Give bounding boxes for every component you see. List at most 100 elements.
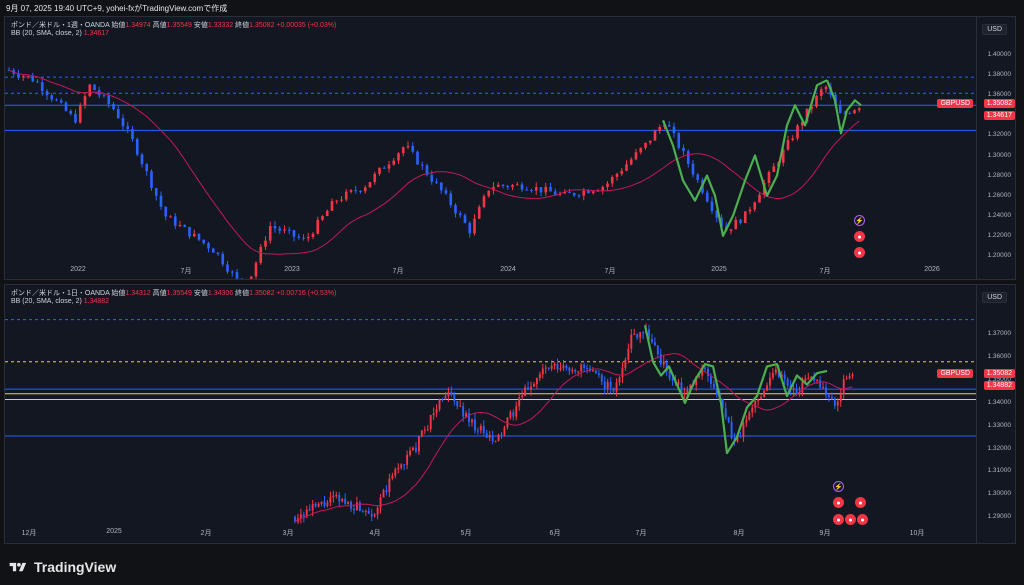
candle-body bbox=[511, 185, 514, 188]
candle-body bbox=[341, 498, 344, 502]
candle-body bbox=[397, 153, 400, 161]
x-tick-label: 7月 bbox=[819, 268, 831, 275]
y-tick-label: 1.40000 bbox=[987, 51, 1012, 59]
candle-body bbox=[500, 434, 503, 436]
candle-body bbox=[83, 96, 87, 105]
candle-body bbox=[126, 126, 130, 129]
candle-body bbox=[349, 190, 353, 192]
chart-title: 9月 07, 2025 19:40 UTC+9, yohei-fxがTradin… bbox=[6, 4, 228, 13]
candle-body bbox=[748, 412, 751, 420]
candle-body bbox=[74, 113, 77, 123]
candle-body bbox=[729, 229, 733, 231]
weekly-chart-panel[interactable]: ポンド／米ドル・1週・OANDA 始値1.34974 高値1.35549 安値1… bbox=[4, 16, 1016, 280]
candle-body bbox=[533, 384, 535, 387]
candle-body bbox=[544, 186, 548, 193]
candle-body bbox=[17, 74, 20, 78]
event-flag-icon[interactable]: ● bbox=[833, 497, 844, 508]
candle-body bbox=[807, 378, 810, 380]
candle-body bbox=[417, 436, 420, 452]
candle-body bbox=[736, 435, 739, 442]
candle-body bbox=[535, 378, 538, 385]
candle-body bbox=[512, 412, 515, 417]
candle-body bbox=[559, 368, 562, 370]
us-flag-icon[interactable]: ● bbox=[854, 247, 865, 258]
daily-chart-panel[interactable]: ポンド／米ドル・1日・OANDA 始値1.34312 高値1.35549 安値1… bbox=[4, 284, 1016, 544]
daily-price-plot[interactable] bbox=[5, 285, 977, 544]
candle-body bbox=[423, 429, 426, 431]
candle-body bbox=[813, 377, 816, 381]
y-tick-label: 1.22000 bbox=[987, 231, 1012, 239]
candle-body bbox=[800, 121, 804, 126]
candle-body bbox=[388, 478, 391, 493]
candle-body bbox=[102, 95, 106, 97]
candle-body bbox=[359, 190, 362, 192]
candle-body bbox=[332, 495, 335, 498]
candle-body bbox=[26, 76, 30, 78]
daily-price-axis[interactable]: USD 1.37000 1.36000 1.35000 1.34000 1.33000 1… bbox=[976, 285, 1015, 543]
candle-body bbox=[515, 406, 518, 417]
candle-body bbox=[40, 82, 44, 92]
candle-body bbox=[88, 84, 92, 97]
open-value: 1.34974 bbox=[125, 22, 151, 29]
candle-body bbox=[586, 367, 588, 369]
event-flag-icon[interactable]: ● bbox=[855, 497, 866, 508]
y-tick-label: 1.29000 bbox=[987, 513, 1012, 520]
candle-body bbox=[112, 104, 115, 110]
y-tick-label: 1.38000 bbox=[987, 71, 1012, 79]
candle-body bbox=[568, 367, 571, 371]
currency-button[interactable]: USD bbox=[982, 292, 1007, 303]
candle-body bbox=[350, 501, 352, 509]
candle-body bbox=[798, 392, 801, 395]
us-flag-icon[interactable]: ● bbox=[833, 514, 844, 525]
candle-body bbox=[783, 374, 786, 379]
event-flag-icon[interactable]: ● bbox=[854, 231, 865, 242]
candle-body bbox=[600, 374, 603, 382]
candle-body bbox=[347, 501, 350, 504]
candle-body bbox=[594, 370, 597, 374]
bb-indicator-legend[interactable]: BB (20, SMA, close, 2) 1.34882 bbox=[11, 298, 109, 305]
candle-body bbox=[438, 399, 441, 410]
weekly-price-axis[interactable]: USD 1.400001.380001.360001.340001.320001… bbox=[976, 17, 1015, 279]
currency-button[interactable]: USD bbox=[982, 24, 1007, 35]
symbol-label: ポンド／米ドル・1日・OANDA bbox=[11, 290, 110, 297]
candle-body bbox=[329, 497, 332, 503]
y-tick-label: 1.24000 bbox=[987, 211, 1012, 219]
candle-body bbox=[344, 498, 347, 504]
us-flag-icon[interactable]: ● bbox=[857, 514, 868, 525]
candle-body bbox=[474, 419, 476, 431]
candle-body bbox=[364, 510, 367, 512]
candle-body bbox=[524, 387, 527, 396]
candle-body bbox=[689, 384, 692, 390]
us-flag-icon[interactable]: ● bbox=[845, 514, 856, 525]
x-tick-label: 3月 bbox=[282, 530, 294, 537]
candle-body bbox=[518, 397, 521, 407]
candle-body bbox=[544, 367, 547, 369]
candle-body bbox=[382, 490, 385, 498]
candle-body bbox=[435, 181, 438, 183]
candle-body bbox=[515, 184, 519, 186]
candle-body bbox=[739, 435, 742, 438]
weekly-price-plot[interactable] bbox=[5, 17, 977, 280]
x-tick-label: 9月 bbox=[819, 530, 831, 537]
candle-body bbox=[391, 475, 394, 479]
candle-body bbox=[520, 184, 524, 190]
candle-body bbox=[642, 332, 645, 334]
y-tick-label: 1.32000 bbox=[987, 131, 1012, 139]
candle-body bbox=[549, 186, 552, 192]
tradingview-logo[interactable]: TradingView bbox=[8, 559, 116, 575]
candle-body bbox=[839, 393, 842, 402]
bb-indicator-legend[interactable]: BB (20, SMA, close, 2) 1.34617 bbox=[11, 30, 109, 37]
close-value: 1.35082 bbox=[249, 22, 275, 29]
y-tick-label: 1.20000 bbox=[987, 251, 1012, 259]
lightning-icon[interactable]: ⚡ bbox=[833, 481, 844, 492]
candle-body bbox=[671, 378, 674, 381]
candle-body bbox=[21, 76, 25, 78]
candle-body bbox=[742, 422, 745, 438]
candle-body bbox=[758, 194, 761, 203]
candle-body bbox=[370, 513, 373, 517]
candle-body bbox=[582, 190, 586, 196]
candle-body bbox=[819, 379, 822, 388]
candle-body bbox=[497, 434, 500, 441]
candle-body bbox=[409, 450, 411, 455]
lightning-icon[interactable]: ⚡ bbox=[854, 215, 865, 226]
